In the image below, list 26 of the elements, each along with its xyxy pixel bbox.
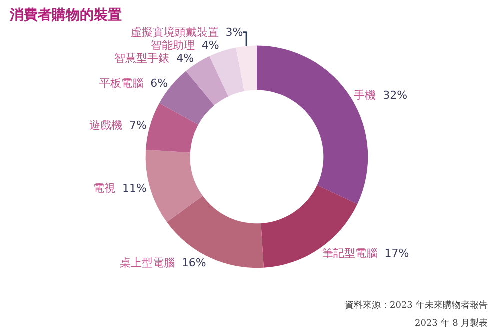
data-label: 16%	[182, 256, 206, 270]
data-label: 4%	[176, 52, 194, 65]
donut-slice	[210, 48, 244, 97]
text: 2023 年 8 月製表	[415, 318, 488, 327]
slice-label: 手機	[354, 89, 376, 102]
source-note: 資料來源：2023 年未來購物者報告	[345, 300, 488, 311]
slice-label: 智慧型手錶	[114, 52, 170, 65]
slice-label: 平板電腦	[100, 76, 144, 90]
data-label: 32%	[383, 89, 408, 102]
data-label: 4%	[202, 38, 220, 52]
data-label: 7%	[129, 118, 147, 132]
data-label: 11%	[122, 182, 147, 195]
slice-label: 遊戲機	[89, 118, 122, 132]
slice-label: 桌上型電腦	[120, 256, 175, 270]
data-label: 6%	[150, 76, 168, 90]
slice-label: 虛擬實境頭戴裝置	[130, 26, 219, 39]
slice-label: 智能助理	[150, 38, 195, 52]
chart-title: 消費者購物的裝置	[9, 8, 122, 24]
slice-label: 筆記型電腦	[322, 246, 378, 260]
donut-slice	[236, 46, 257, 92]
donut-slice	[146, 150, 203, 222]
donut-slice	[146, 103, 199, 153]
donut-slice	[261, 185, 358, 268]
slice-label: 電視	[93, 182, 116, 195]
data-label: 3%	[226, 26, 244, 39]
data-label: 17%	[384, 246, 410, 260]
